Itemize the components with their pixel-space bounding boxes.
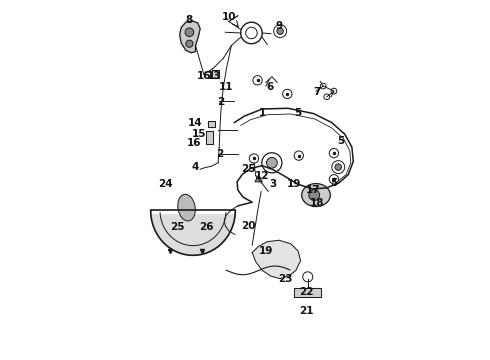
Text: 7: 7	[313, 87, 320, 97]
Text: 20: 20	[242, 221, 256, 231]
Text: 14: 14	[188, 118, 202, 128]
Text: 8: 8	[186, 15, 193, 26]
Text: 13: 13	[207, 71, 222, 81]
Text: 1: 1	[259, 108, 266, 118]
Polygon shape	[212, 69, 219, 78]
Circle shape	[185, 28, 194, 37]
Text: 17: 17	[306, 185, 320, 195]
Text: 19: 19	[287, 179, 302, 189]
Polygon shape	[151, 211, 235, 255]
Text: 2: 2	[217, 97, 224, 107]
Polygon shape	[294, 288, 321, 297]
Text: 4: 4	[191, 162, 198, 172]
Text: 25: 25	[171, 222, 185, 232]
Text: 18: 18	[310, 198, 324, 208]
Circle shape	[186, 40, 193, 47]
Text: 12: 12	[255, 171, 270, 181]
Text: 10: 10	[221, 12, 236, 22]
Ellipse shape	[178, 194, 196, 221]
Polygon shape	[252, 240, 300, 279]
Polygon shape	[180, 21, 200, 53]
Circle shape	[277, 28, 283, 35]
Polygon shape	[208, 121, 215, 127]
Text: 6: 6	[267, 82, 274, 92]
Text: 19: 19	[259, 246, 273, 256]
Text: 11: 11	[219, 82, 234, 92]
Circle shape	[267, 157, 277, 168]
Text: 16: 16	[196, 71, 211, 81]
Text: 24: 24	[158, 179, 172, 189]
Text: 2: 2	[216, 149, 223, 159]
Text: 9: 9	[275, 21, 283, 31]
Text: 23: 23	[278, 274, 293, 284]
Text: 5: 5	[294, 108, 302, 118]
Text: 26: 26	[199, 222, 214, 232]
Text: 16: 16	[187, 138, 201, 148]
Text: 22: 22	[299, 287, 314, 297]
Text: 15: 15	[192, 129, 206, 139]
Text: 5: 5	[338, 136, 345, 145]
Polygon shape	[255, 175, 262, 182]
Text: 5: 5	[330, 178, 338, 188]
Text: 3: 3	[270, 179, 276, 189]
Text: 21: 21	[299, 306, 314, 316]
Circle shape	[309, 190, 319, 201]
Ellipse shape	[302, 184, 330, 207]
Circle shape	[335, 164, 342, 170]
Polygon shape	[205, 131, 214, 144]
Text: 25: 25	[242, 164, 256, 174]
